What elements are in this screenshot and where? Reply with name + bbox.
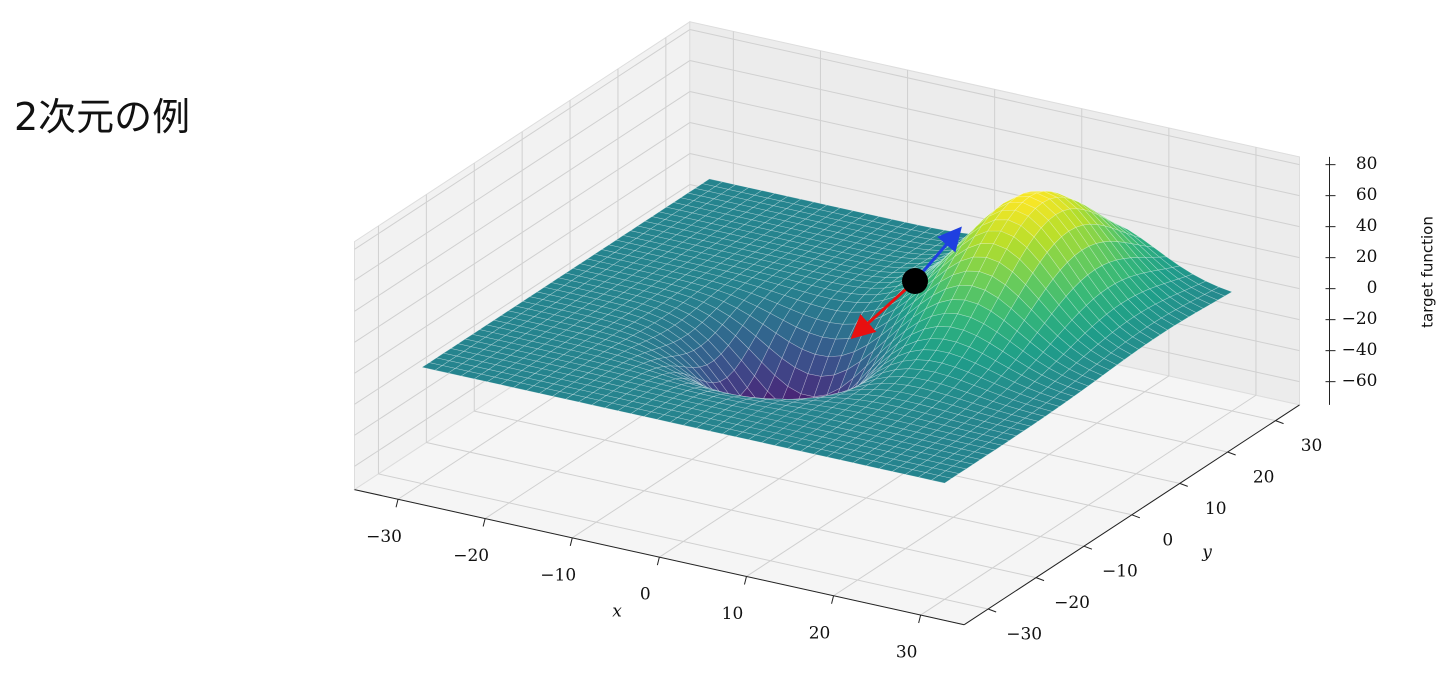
x-tick [743, 576, 747, 585]
x-axis-label: x [612, 602, 622, 622]
y-tick [1035, 577, 1045, 582]
y-tick-label: 30 [1301, 436, 1323, 456]
z-axis-label: target function [1419, 216, 1437, 328]
surface-patch [1153, 317, 1176, 331]
z-tick-label: 40 [1356, 216, 1378, 236]
x-tick-label: −20 [453, 546, 489, 566]
surface-patch [1146, 322, 1168, 336]
surface-patch [1024, 412, 1046, 422]
z-tick-label: −40 [1342, 340, 1378, 360]
slide-heading: 2次元の例 [14, 95, 190, 139]
surface-patch [995, 432, 1018, 441]
z-tick-label: −20 [1342, 309, 1378, 329]
grid-line [689, 91, 1300, 228]
surface-patch [1089, 363, 1111, 376]
grid-line [378, 473, 989, 610]
x-tick [395, 499, 399, 508]
surface-patch [1103, 352, 1125, 366]
y-tick [987, 608, 997, 613]
grid-line [354, 153, 691, 374]
y-tick-label: −10 [1102, 562, 1138, 582]
grid-line [689, 29, 1300, 166]
grid-line [354, 184, 691, 405]
surface-patch [945, 465, 967, 474]
x-tick-label: −30 [366, 527, 402, 547]
y-tick [1227, 451, 1236, 456]
surface-patch [930, 475, 953, 484]
surface-patch [1189, 297, 1212, 309]
surface-plot: −30 −20 −10 0 10 20 30 −30 −20 −10 0 10 20 30 −60 −40 −2… [353, 20, 1437, 663]
z-tick-label: 20 [1356, 247, 1378, 267]
x-tick-label: 30 [896, 643, 918, 663]
surface-patch [1117, 341, 1140, 355]
x-tick [482, 518, 486, 527]
y-tick [1083, 545, 1093, 550]
surface-patch [1045, 397, 1068, 407]
surface-patch [1132, 331, 1154, 345]
x-tick-label: 0 [640, 585, 651, 605]
y-tick-label: 20 [1253, 468, 1275, 488]
surface-patch [1196, 294, 1219, 305]
surface-patch [1038, 402, 1061, 412]
x-tick [831, 595, 835, 604]
y-tick-label: −20 [1054, 593, 1090, 613]
surface-patch [1139, 326, 1161, 340]
z-tick-label: 0 [1367, 278, 1378, 298]
y-tick-label: 0 [1162, 530, 1173, 550]
surface-patch [959, 456, 982, 465]
x-tick [656, 557, 660, 566]
grid-line [689, 60, 1300, 197]
x-tick-label: 10 [722, 604, 744, 624]
grid-line [354, 29, 691, 250]
grid-line [689, 122, 1300, 259]
current-point [902, 268, 928, 294]
surface-patch [988, 437, 1011, 446]
x-tick [569, 537, 573, 546]
y-tick-label: 10 [1205, 499, 1227, 519]
surface-patch [1002, 427, 1025, 437]
y-tick-label: −30 [1006, 625, 1042, 645]
surface-patch [937, 470, 960, 479]
grid-line [426, 442, 1037, 579]
z-tick-label: 60 [1356, 185, 1378, 205]
grid-line [474, 410, 1085, 547]
surface-patch [1160, 313, 1183, 326]
surface [421, 178, 1233, 484]
gradient-marker [850, 226, 962, 340]
z-tick-label: 80 [1356, 154, 1378, 174]
y-tick [1131, 514, 1141, 519]
z-tick-label: −60 [1342, 371, 1378, 391]
grid-line [354, 122, 691, 343]
surface-patch [1203, 290, 1226, 301]
surface-patch [1060, 386, 1082, 397]
y-axis-label: y [1201, 543, 1212, 563]
grid-line [354, 60, 691, 281]
x-tick [918, 614, 922, 624]
surface-patch [1175, 305, 1197, 318]
descent-arrow [850, 279, 917, 340]
y-tick [1179, 482, 1188, 487]
y-tick [1275, 420, 1284, 425]
surface-patch [981, 442, 1003, 451]
surface-patch [973, 446, 996, 456]
grid-line [354, 91, 691, 312]
x-tick-label: −10 [540, 565, 576, 585]
x-tick-label: 20 [809, 623, 831, 643]
surface-patch [1074, 375, 1097, 387]
